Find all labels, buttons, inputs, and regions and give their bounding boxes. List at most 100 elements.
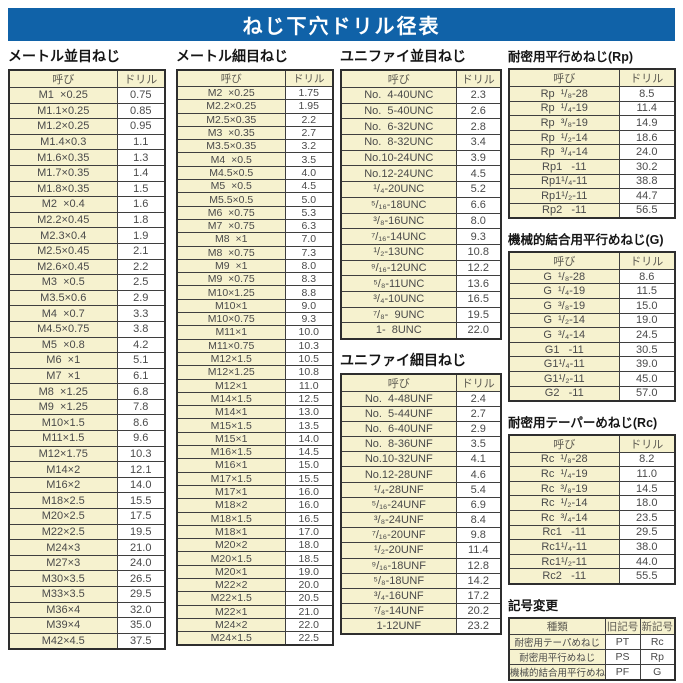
drill-value-cell: 2.8 — [455, 118, 502, 136]
drill-value-cell: 10.5 — [284, 351, 334, 367]
drill-value-cell: 20.2 — [455, 603, 502, 620]
column-header: 呼び — [508, 68, 620, 87]
thread-name-cell: Rp1¹/₂-11 — [508, 188, 620, 204]
table-row: M5 ×0.5 4.5 — [176, 179, 334, 194]
header-row: 呼び ドリル — [508, 251, 676, 270]
drill-value-cell: 12.2 — [455, 259, 502, 277]
thread-name-cell: M7 ×1 — [8, 367, 118, 385]
table-row: Rp1 -11 30.2 — [508, 158, 676, 175]
thread-name-cell: M12×1.25 — [176, 365, 286, 380]
drill-value-cell: 3.5 — [455, 436, 502, 453]
column-metric-coarse: メートル並目ねじ 呼び ドリル M1 ×0.25 0.75 M1.1×0.25 0.85 M… — [8, 46, 166, 650]
drill-value-cell: 29.5 — [618, 524, 676, 541]
table-row: No. 8-36UNF 3.5 — [340, 436, 502, 453]
table-row: ⁷/₁₆-20UNF 9.8 — [340, 527, 502, 544]
thread-name-cell: M18×2.5 — [8, 492, 118, 510]
table-row: M12×1.25 10.8 — [176, 365, 334, 380]
thread-name-cell: M39×4 — [8, 617, 118, 634]
drill-value-cell: 10.8 — [455, 243, 502, 261]
thread-name-cell: M3 ×0.5 — [8, 274, 118, 291]
thread-name-cell: M2 ×0.4 — [8, 196, 118, 213]
table-row: M16×1.5 14.5 — [176, 445, 334, 460]
drill-value-cell: 16.5 — [455, 290, 502, 308]
drill-value-cell: 18.0 — [284, 538, 334, 553]
table-row: M11×1.5 9.6 — [8, 430, 166, 447]
table-row: 耐密用平行めねじ PS Rp — [508, 648, 676, 665]
table-row: Rc2 -11 55.5 — [508, 568, 676, 585]
drill-value-cell: 20.5 — [284, 591, 334, 606]
header-row: 呼び ドリル — [508, 68, 676, 87]
thread-name-cell: ⁷/₁₆-20UNF — [340, 527, 457, 544]
thread-name-cell: M2.6×0.45 — [8, 258, 118, 276]
thread-name-cell: No. 6-40UNF — [340, 420, 457, 438]
drill-value-cell: 22.5 — [284, 631, 334, 646]
table-row: Rc ³/₈-19 14.5 — [508, 480, 676, 497]
column-header: 呼び — [8, 69, 118, 88]
thread-name-cell: M2 ×0.25 — [176, 85, 286, 101]
table-row: Rp ³/₈-19 14.9 — [508, 115, 676, 131]
drill-value-cell: 1.6 — [116, 196, 166, 213]
drill-value-cell: 2.9 — [455, 420, 502, 438]
thread-name-cell: M9 ×1.25 — [8, 398, 118, 416]
column-header: ドリル — [116, 69, 166, 88]
drill-value-cell: 23.5 — [618, 510, 676, 526]
thread-name-cell: M22×1 — [176, 604, 286, 619]
drill-value-cell: 3.9 — [455, 149, 502, 167]
drill-value-cell: 57.0 — [618, 385, 676, 402]
thread-name-cell: M4.5×0.75 — [8, 320, 118, 338]
drill-value-cell: 18.6 — [618, 129, 676, 146]
table-row: M22×1.5 20.5 — [176, 591, 334, 606]
column-header: 種類 — [508, 617, 606, 635]
drill-value-cell: 38.8 — [618, 173, 676, 190]
drill-value-cell: 2.1 — [116, 242, 166, 260]
table-row: ⁹/₁₆-12UNC 12.2 — [340, 259, 502, 277]
table-row: M3.5×0.35 3.2 — [176, 139, 334, 154]
thread-name-cell: M14×2 — [8, 461, 118, 478]
thread-name-cell: M20×1 — [176, 564, 286, 579]
thread-name-cell: M8 ×1.25 — [8, 383, 118, 400]
thread-name-cell: M30×3.5 — [8, 570, 118, 587]
drill-value-cell: 8.0 — [455, 212, 502, 230]
thread-name-cell: M22×2 — [176, 577, 286, 593]
table-row: No. 6-32UNC 2.8 — [340, 118, 502, 136]
column-pipe-threads: 耐密用平行めねじ(Rp) 呼び ドリル Rp ¹/₈-28 8.5 Rp ¹/₄-19 1… — [508, 46, 676, 681]
table-row: M1.6×0.35 1.3 — [8, 149, 166, 166]
drill-value-cell: 1.8 — [116, 211, 166, 229]
thread-name-cell: No.10-24UNC — [340, 149, 457, 167]
table-row: ³/₄-10UNC 16.5 — [340, 290, 502, 308]
drill-value-cell: 10.3 — [284, 338, 334, 353]
drill-value-cell: 1.1 — [116, 133, 166, 151]
drill-value-cell: 19.5 — [455, 306, 502, 324]
thread-name-cell: ⁵/₈-18UNF — [340, 572, 457, 589]
table-row: G2 -11 57.0 — [508, 385, 676, 402]
thread-name-cell: M1.6×0.35 — [8, 149, 118, 166]
thread-name-cell: 機械的結合用平行めねじ — [508, 663, 606, 681]
drill-value-cell: 2.9 — [116, 289, 166, 307]
thread-name-cell: Rc1 -11 — [508, 524, 620, 541]
table-row: M1.8×0.35 1.5 — [8, 180, 166, 198]
thread-name-cell: No. 6-32UNC — [340, 118, 457, 136]
table-row: M12×1.5 10.5 — [176, 351, 334, 367]
column-header: ドリル — [618, 251, 676, 270]
drill-value-cell: 32.0 — [116, 601, 166, 619]
drill-value-cell: 44.0 — [618, 553, 676, 570]
thread-name-cell: Rc ¹/₈-28 — [508, 451, 620, 468]
drill-value-cell: 9.6 — [116, 430, 166, 447]
table-row: Rc1¹/₂-11 44.0 — [508, 553, 676, 570]
drill-value-cell: 4.2 — [116, 336, 166, 354]
drill-value-cell: 8.6 — [618, 268, 676, 285]
table-row: M2 ×0.25 1.75 — [176, 85, 334, 101]
thread-name-cell: M12×1 — [176, 378, 286, 393]
table-row: M12×1.75 10.3 — [8, 445, 166, 463]
table-row: ⁵/₈-18UNF 14.2 — [340, 572, 502, 589]
drill-value-cell: 8.3 — [284, 272, 334, 287]
thread-name-cell: M16×1.5 — [176, 445, 286, 460]
table-row: M1.4×0.3 1.1 — [8, 133, 166, 151]
thread-name-cell: Rp ¹/₂-14 — [508, 129, 620, 146]
unf-table: 呼び ドリル No. 4-48UNF 2.4 No. 5-44UNF 2.7 No. 6-4… — [340, 372, 502, 635]
thread-name-cell: Rc ³/₈-19 — [508, 480, 620, 497]
section-heading-rp: 耐密用平行めねじ(Rp) — [508, 50, 633, 64]
thread-name-cell: M22×1.5 — [176, 591, 286, 606]
table-row: M11×0.75 10.3 — [176, 338, 334, 353]
